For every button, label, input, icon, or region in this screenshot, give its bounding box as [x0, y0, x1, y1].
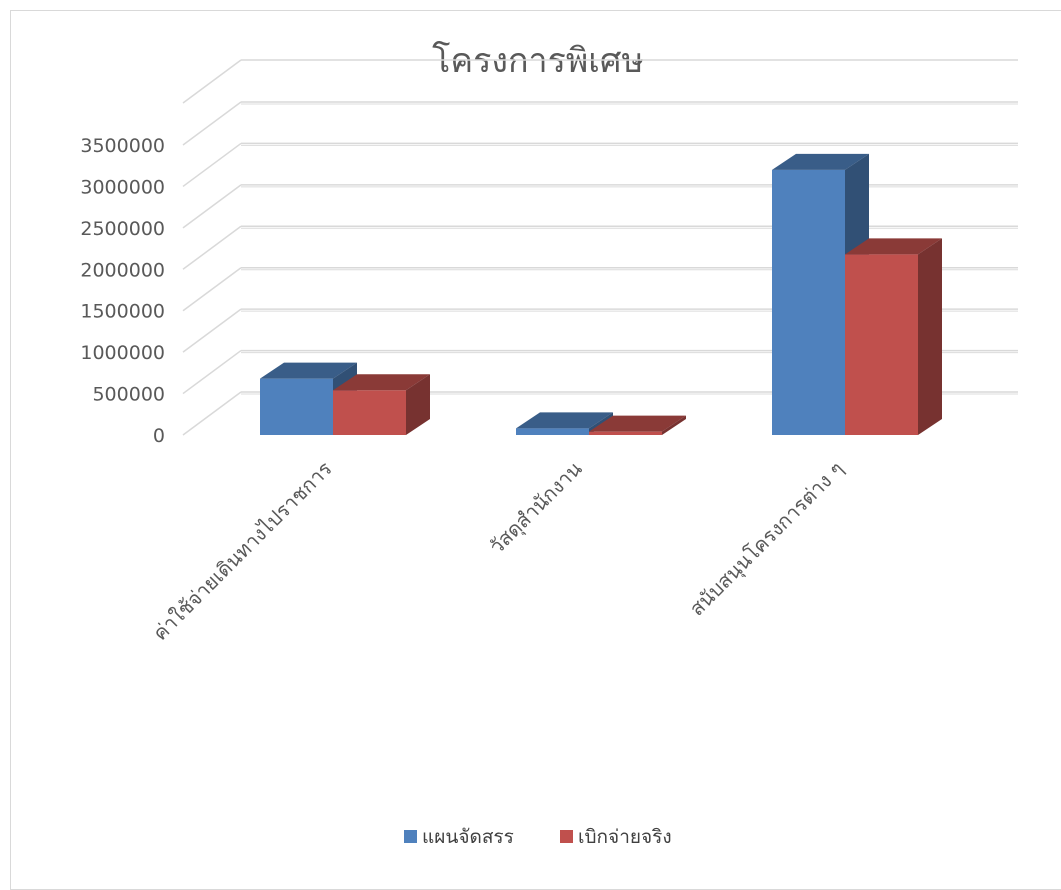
y-axis-ticks: 0 500000 1000000 1500000 2000000 2500000 30000…: [80, 135, 165, 447]
y-tick-label: 3500000: [80, 135, 165, 157]
chart-title: โครงการพิเศษ: [432, 41, 644, 81]
x-category-label: วัสดุสำนักงาน: [484, 456, 587, 559]
legend-swatch: [560, 830, 573, 843]
y-tick-label: 500000: [92, 384, 165, 406]
gridline-side: [182, 267, 242, 312]
bar-front: [516, 428, 589, 435]
legend-label: เบิกจ่ายจริง: [578, 826, 672, 848]
bar-front: [260, 378, 333, 435]
gridline-2000000: [182, 225, 1018, 270]
bar-top: [589, 415, 686, 432]
bar-front: [333, 390, 406, 435]
gridline-3000000: [182, 142, 1018, 188]
gridline-2500000: [182, 184, 1018, 229]
y-tick-label: 3000000: [80, 176, 165, 198]
bar-top: [845, 238, 942, 255]
chart-frame: [10, 10, 1061, 890]
gridline-side: [182, 101, 242, 146]
bar-actual-0: [333, 374, 430, 435]
bar-top: [772, 153, 869, 170]
gridline-3500000: [182, 101, 1018, 146]
y-tick-label: 2500000: [80, 218, 165, 240]
y-tick-label: 0: [153, 425, 165, 447]
x-category-label: สนับสนุนโครงการต่าง ๆ: [685, 457, 850, 622]
bar-actual-2: [845, 238, 942, 435]
y-tick-label: 1500000: [80, 301, 165, 323]
gridline-side: [182, 59, 242, 104]
bar-top: [260, 362, 357, 379]
legend-item-1: เบิกจ่ายจริง: [560, 826, 672, 848]
gridline-side: [182, 308, 242, 353]
legend: แผนจัดสรร เบิกจ่ายจริง: [404, 826, 672, 848]
bar-top: [333, 374, 430, 391]
bar-front: [772, 169, 845, 435]
gridline-side: [182, 142, 242, 188]
legend-swatch: [404, 830, 417, 843]
gridline-side: [182, 391, 242, 436]
bars: [260, 153, 942, 435]
gridline-side: [182, 225, 242, 270]
bar-side: [918, 238, 942, 435]
bar-side: [406, 374, 430, 435]
bar-front: [845, 254, 918, 435]
bar-side: [662, 415, 686, 435]
bar-top: [516, 412, 613, 429]
bar-front: [589, 431, 662, 435]
legend-label: แผนจัดสรร: [422, 826, 514, 848]
gridline-side: [182, 349, 242, 395]
x-axis-categories: ค่าใช้จ่ายเดินทางไปราชการ วัสดุสำนักงาน สน…: [148, 456, 849, 645]
gridline-side: [182, 184, 242, 229]
bar-chart-3d: โครงการพิเศษ 0 500000 1000000 1500000 200000…: [80, 41, 1018, 848]
gridline-top: [182, 59, 1018, 104]
legend-item-0: แผนจัดสรร: [404, 826, 514, 848]
bar-actual-1: [589, 415, 686, 435]
y-tick-label: 2000000: [80, 259, 165, 281]
y-tick-label: 1000000: [80, 342, 165, 364]
x-category-label: ค่าใช้จ่ายเดินทางไปราชการ: [148, 456, 337, 645]
